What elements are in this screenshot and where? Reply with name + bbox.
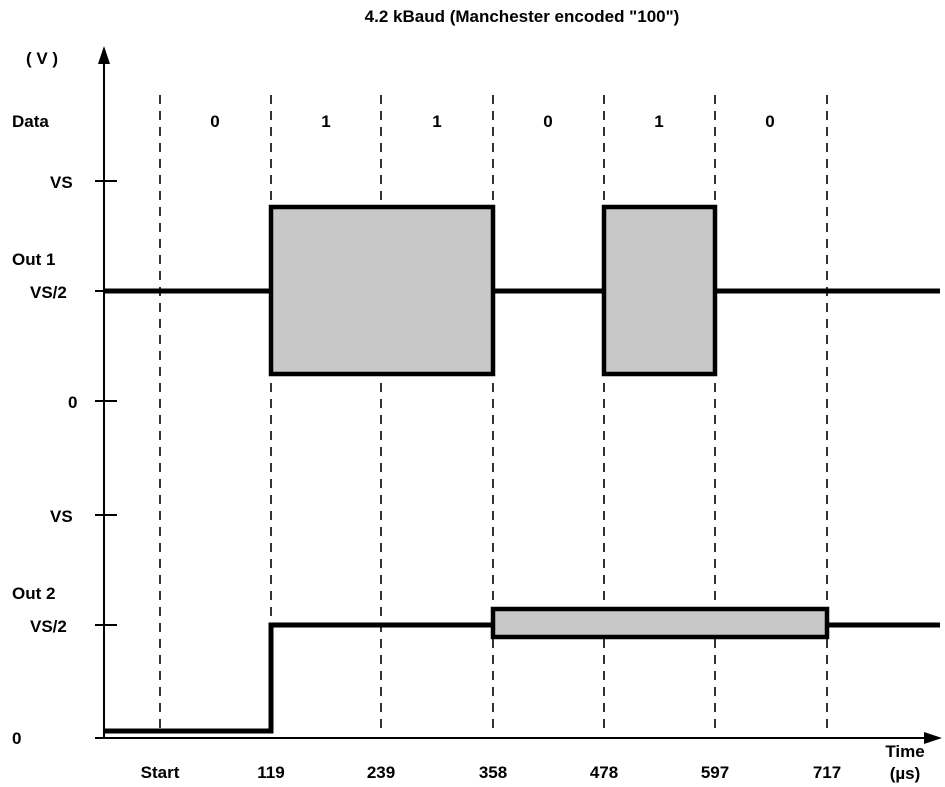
out1-level-zero: 0 bbox=[68, 393, 77, 412]
time-tick-start: Start bbox=[141, 763, 180, 782]
chart-title: 4.2 kBaud (Manchester encoded "100") bbox=[365, 7, 680, 26]
time-tick-239: 239 bbox=[367, 763, 395, 782]
data-bit-6: 0 bbox=[765, 112, 774, 131]
x-axis-arrow bbox=[924, 732, 942, 744]
out1-pulse-2 bbox=[601, 204, 718, 377]
out1-pulse-1 bbox=[268, 204, 496, 377]
x-axis-label-unit: (µs) bbox=[890, 764, 921, 783]
out2-level-zero: 0 bbox=[12, 729, 21, 748]
out2-level-vs2: VS/2 bbox=[30, 617, 67, 636]
out2-line-step bbox=[104, 622, 493, 734]
out2-pulse bbox=[490, 606, 830, 640]
data-bit-3: 1 bbox=[432, 112, 441, 131]
data-row-label: Data bbox=[12, 112, 49, 131]
data-bit-4: 0 bbox=[543, 112, 552, 131]
data-bit-2: 1 bbox=[321, 112, 330, 131]
y-axis-arrow bbox=[98, 46, 110, 64]
time-tick-478: 478 bbox=[590, 763, 618, 782]
x-axis-label-time: Time bbox=[885, 742, 924, 761]
data-bit-5: 1 bbox=[654, 112, 663, 131]
time-tick-358: 358 bbox=[479, 763, 507, 782]
time-tick-717: 717 bbox=[813, 763, 841, 782]
y-axis-label: ( V ) bbox=[26, 49, 58, 68]
data-bit-1: 0 bbox=[210, 112, 219, 131]
time-tick-597: 597 bbox=[701, 763, 729, 782]
out2-level-vs: VS bbox=[50, 507, 73, 526]
out2-label: Out 2 bbox=[12, 584, 55, 603]
out1-level-vs: VS bbox=[50, 173, 73, 192]
out1-level-vs2: VS/2 bbox=[30, 283, 67, 302]
time-tick-119: 119 bbox=[257, 763, 284, 782]
out1-label: Out 1 bbox=[12, 250, 55, 269]
